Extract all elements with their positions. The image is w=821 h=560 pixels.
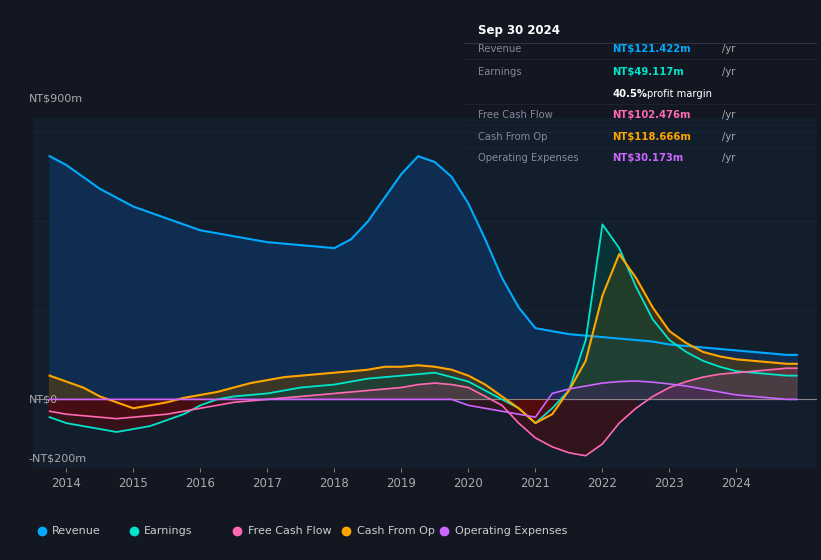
Text: NT$900m: NT$900m [29,94,83,104]
Text: NT$121.422m: NT$121.422m [612,44,690,54]
Text: Operating Expenses: Operating Expenses [455,526,566,535]
Text: NT$0: NT$0 [29,394,58,404]
Text: NT$49.117m: NT$49.117m [612,67,684,77]
Text: -NT$200m: -NT$200m [29,454,87,464]
Text: /yr: /yr [722,153,735,163]
Text: Operating Expenses: Operating Expenses [478,153,579,163]
Text: 40.5%: 40.5% [612,89,647,99]
Text: /yr: /yr [722,67,735,77]
Text: Free Cash Flow: Free Cash Flow [478,110,553,120]
Text: Cash From Op: Cash From Op [478,132,548,142]
Text: Free Cash Flow: Free Cash Flow [248,526,331,535]
Text: /yr: /yr [722,44,735,54]
Text: Earnings: Earnings [478,67,521,77]
Text: Sep 30 2024: Sep 30 2024 [478,25,560,38]
Text: Cash From Op: Cash From Op [357,526,434,535]
Text: Revenue: Revenue [478,44,521,54]
Text: NT$118.666m: NT$118.666m [612,132,691,142]
Text: /yr: /yr [722,132,735,142]
Text: /yr: /yr [722,110,735,120]
Text: NT$102.476m: NT$102.476m [612,110,690,120]
Text: profit margin: profit margin [648,89,713,99]
Text: Earnings: Earnings [144,526,193,535]
Text: Revenue: Revenue [53,526,101,535]
Text: NT$30.173m: NT$30.173m [612,153,683,163]
